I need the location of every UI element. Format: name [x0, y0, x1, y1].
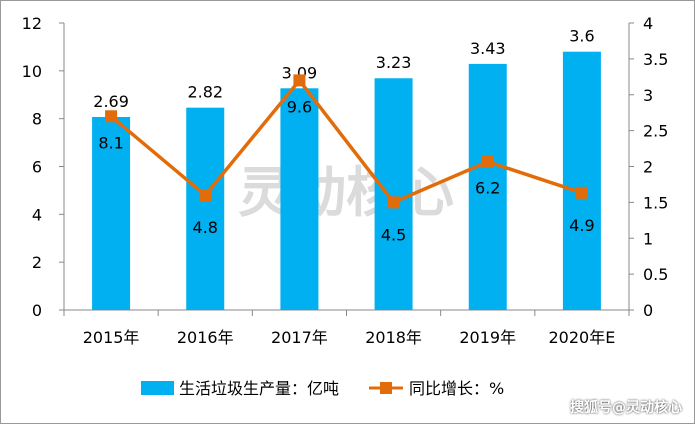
bar-label: 3.23 — [376, 53, 412, 72]
x-tick-label: 2018年 — [365, 328, 422, 347]
line-label: 9.6 — [287, 97, 312, 116]
x-tick-label: 2015年 — [83, 328, 140, 347]
bar-label: 3.6 — [569, 27, 594, 46]
right-tick-label: 4 — [643, 14, 653, 33]
line-marker — [199, 189, 212, 202]
right-tick-label: 3.5 — [643, 50, 668, 69]
legend-bar-label: 生活垃圾生产量：亿吨 — [179, 379, 339, 398]
line-marker — [575, 186, 588, 199]
line-marker — [387, 196, 400, 209]
left-tick-label: 4 — [32, 205, 42, 224]
growth-line — [109, 77, 583, 205]
left-tick-label: 2 — [32, 253, 42, 272]
left-tick-label: 10 — [22, 62, 42, 81]
bar — [562, 51, 601, 310]
line-marker — [105, 110, 118, 123]
bar-label: 2.82 — [187, 83, 223, 102]
legend-line-label: 同比增长：% — [409, 379, 504, 398]
right-tick-label: 0.5 — [643, 265, 668, 284]
x-tick-label: 2019年 — [459, 328, 516, 347]
line-label: 4.9 — [569, 216, 594, 235]
legend-line-marker — [380, 382, 392, 394]
left-tick-label: 12 — [22, 14, 42, 33]
right-tick-label: 1 — [643, 229, 653, 248]
left-tick-label: 0 — [32, 301, 42, 320]
right-tick-label: 3 — [643, 86, 653, 105]
bar — [374, 78, 413, 310]
x-tick-label: 2020年E — [548, 328, 615, 347]
x-tick-label: 2017年 — [271, 328, 328, 347]
watermark-center: 灵动核心 — [238, 161, 454, 224]
bar — [468, 63, 507, 311]
right-tick-label: 2 — [643, 158, 653, 177]
right-tick-label: 2.5 — [643, 122, 668, 141]
line-label: 4.8 — [193, 218, 218, 237]
bar-label: 3.43 — [470, 39, 506, 58]
left-tick-label: 8 — [32, 110, 42, 129]
line-marker — [293, 74, 306, 87]
bar-label: 3.09 — [282, 63, 318, 82]
right-tick-label: 0 — [643, 301, 653, 320]
bar — [186, 107, 225, 310]
line-label: 4.5 — [381, 225, 406, 244]
bar — [280, 88, 319, 310]
left-tick-label: 6 — [32, 158, 42, 177]
x-tick-label: 2016年 — [177, 328, 234, 347]
line-label: 6.2 — [475, 179, 500, 198]
watermark-corner: 搜狐号@灵动核心 — [570, 400, 682, 416]
legend-bar-swatch — [141, 381, 174, 395]
bar-label: 2.69 — [93, 92, 129, 111]
line-label: 8.1 — [98, 133, 123, 152]
line-marker — [481, 155, 494, 168]
right-tick-label: 1.5 — [643, 193, 668, 212]
bar — [92, 116, 131, 311]
